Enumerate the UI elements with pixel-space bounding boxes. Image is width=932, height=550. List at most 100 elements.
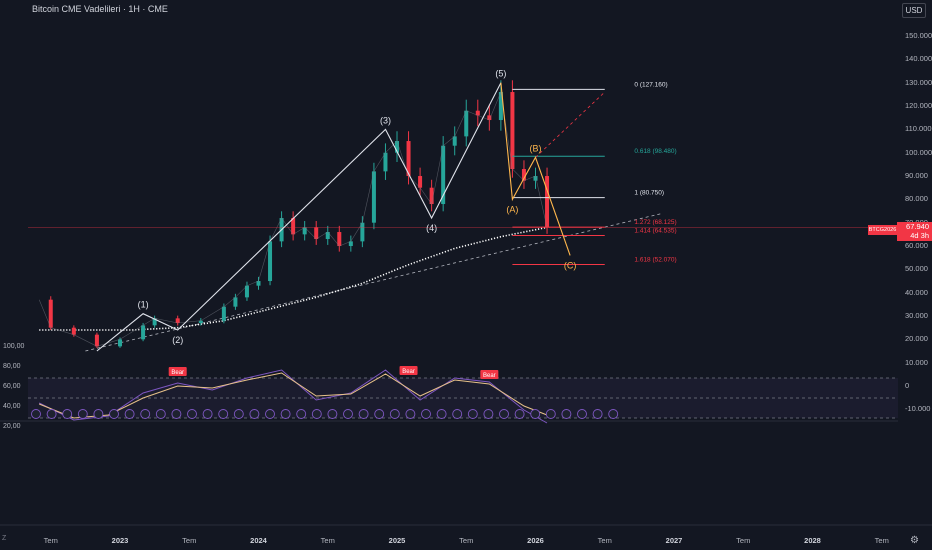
bear-divergence-badge xyxy=(168,367,187,376)
price-candle-body xyxy=(221,306,226,321)
wave-label-A: (A) xyxy=(506,204,518,214)
rsi-ma-line xyxy=(39,372,548,419)
price-candle-body xyxy=(418,176,423,188)
event-icon xyxy=(452,409,463,419)
event-icon xyxy=(31,409,41,419)
price-candle-body xyxy=(256,281,261,286)
price-candle-body xyxy=(233,297,238,307)
price-tick-label: 120.000 xyxy=(905,101,932,111)
price-tick-label: 100.000 xyxy=(905,147,932,157)
price-tick-label: 40.000 xyxy=(905,287,928,297)
price-candle-body xyxy=(175,318,180,324)
time-tick-label: Tem xyxy=(320,536,335,545)
price-tick-label: 20.000 xyxy=(905,334,928,344)
event-icon xyxy=(62,409,73,419)
price-candle-body xyxy=(118,339,122,347)
price-candle-body xyxy=(325,232,330,240)
event-icon xyxy=(530,409,541,419)
event-icon xyxy=(358,409,369,419)
price-tick-label: 30.000 xyxy=(905,311,928,320)
event-icon xyxy=(592,409,603,419)
event-icon xyxy=(499,409,509,419)
time-tick-label: Tem xyxy=(459,536,474,545)
price-candle-body xyxy=(441,145,446,205)
price-candle-body xyxy=(452,136,457,146)
event-icon xyxy=(202,409,213,419)
price-tick-label: 50.000 xyxy=(905,264,928,274)
price-candle-body xyxy=(348,241,353,247)
price-tick-label: 130.000 xyxy=(905,77,932,87)
elliott-impulse-line xyxy=(96,82,502,352)
price-candle-body xyxy=(360,222,365,242)
time-tick-label: Tem xyxy=(736,536,751,545)
price-candle-body xyxy=(475,110,480,116)
bar-countdown: 4d 3h xyxy=(910,231,929,240)
fib-level-label-1: 0.618 (98.480) xyxy=(634,148,676,155)
wave-label-2: (2) xyxy=(172,335,183,345)
event-icon xyxy=(109,409,119,419)
price-candle-body xyxy=(510,92,515,170)
time-tick-label: 2026 xyxy=(527,536,544,545)
event-icon xyxy=(374,409,385,419)
price-tick-label: 150.000 xyxy=(905,31,932,41)
price-candle-body xyxy=(521,169,526,181)
price-candle-body xyxy=(141,325,146,340)
support-trendline xyxy=(85,212,663,352)
symbol-title: Bitcoin CME Vadelileri · 1H · CME xyxy=(32,4,168,14)
event-icon xyxy=(187,409,197,419)
event-icon xyxy=(93,409,104,419)
event-icon xyxy=(421,409,431,419)
price-candle-body xyxy=(152,318,157,326)
price-tick-label: 110.000 xyxy=(905,124,932,134)
rsi-tick-label: 100,00 xyxy=(3,343,25,350)
last-price-value: 67.940 xyxy=(906,222,929,231)
time-tick-label: 2027 xyxy=(665,536,683,545)
event-icon xyxy=(389,409,400,419)
event-icon xyxy=(46,409,57,419)
event-icon xyxy=(140,409,151,419)
event-icon xyxy=(218,409,229,419)
event-icon xyxy=(327,409,338,419)
wave-label-C: (C) xyxy=(564,260,577,270)
last-price-tag: 67.940 4d 3h xyxy=(897,222,932,241)
price-candle-body xyxy=(498,92,503,121)
zoom-icon[interactable]: Z xyxy=(2,535,7,542)
wave-label-4: (4) xyxy=(426,223,437,233)
event-icon xyxy=(233,409,244,419)
rsi-tick-label: 80,00 xyxy=(3,363,21,370)
time-tick-label: 2028 xyxy=(804,536,821,545)
wave-label-B: (B) xyxy=(530,143,542,153)
event-icon xyxy=(249,409,260,419)
event-icon xyxy=(514,409,525,419)
price-candle-body xyxy=(406,141,411,177)
price-tick-label: 0 xyxy=(905,381,910,390)
wave-label-5: (5) xyxy=(495,69,506,79)
price-candle-body xyxy=(429,187,434,205)
gear-icon[interactable]: ⚙ xyxy=(910,535,919,546)
event-icon xyxy=(405,409,416,419)
moving-average-line xyxy=(39,226,548,331)
rsi-tick-label: 40,00 xyxy=(3,403,21,410)
time-tick-label: Tem xyxy=(182,536,197,545)
bear-divergence-badge xyxy=(399,366,418,375)
wave-label-1: (1) xyxy=(138,300,149,310)
price-tick-label: 10.000 xyxy=(905,357,928,367)
price-tick-label: 140.000 xyxy=(905,54,932,64)
event-icon xyxy=(280,409,291,419)
event-icon xyxy=(467,409,478,419)
fib-level-label-4: 1.414 (64.535) xyxy=(634,227,676,234)
bear-divergence-badge xyxy=(480,370,499,379)
bear-divergence-label: Bear xyxy=(171,370,184,376)
event-icon xyxy=(296,409,307,419)
time-tick-label: 2024 xyxy=(250,536,267,545)
time-tick-label: Tem xyxy=(874,536,889,545)
rsi-tick-label: 60,00 xyxy=(3,383,21,390)
price-candle-body xyxy=(314,227,319,240)
price-tick-label: 80.000 xyxy=(905,194,928,204)
currency-button[interactable]: USD xyxy=(902,3,926,18)
event-icon xyxy=(561,409,572,419)
projection-line xyxy=(535,91,606,158)
price-candle-body xyxy=(337,232,342,247)
price-line xyxy=(38,90,548,347)
